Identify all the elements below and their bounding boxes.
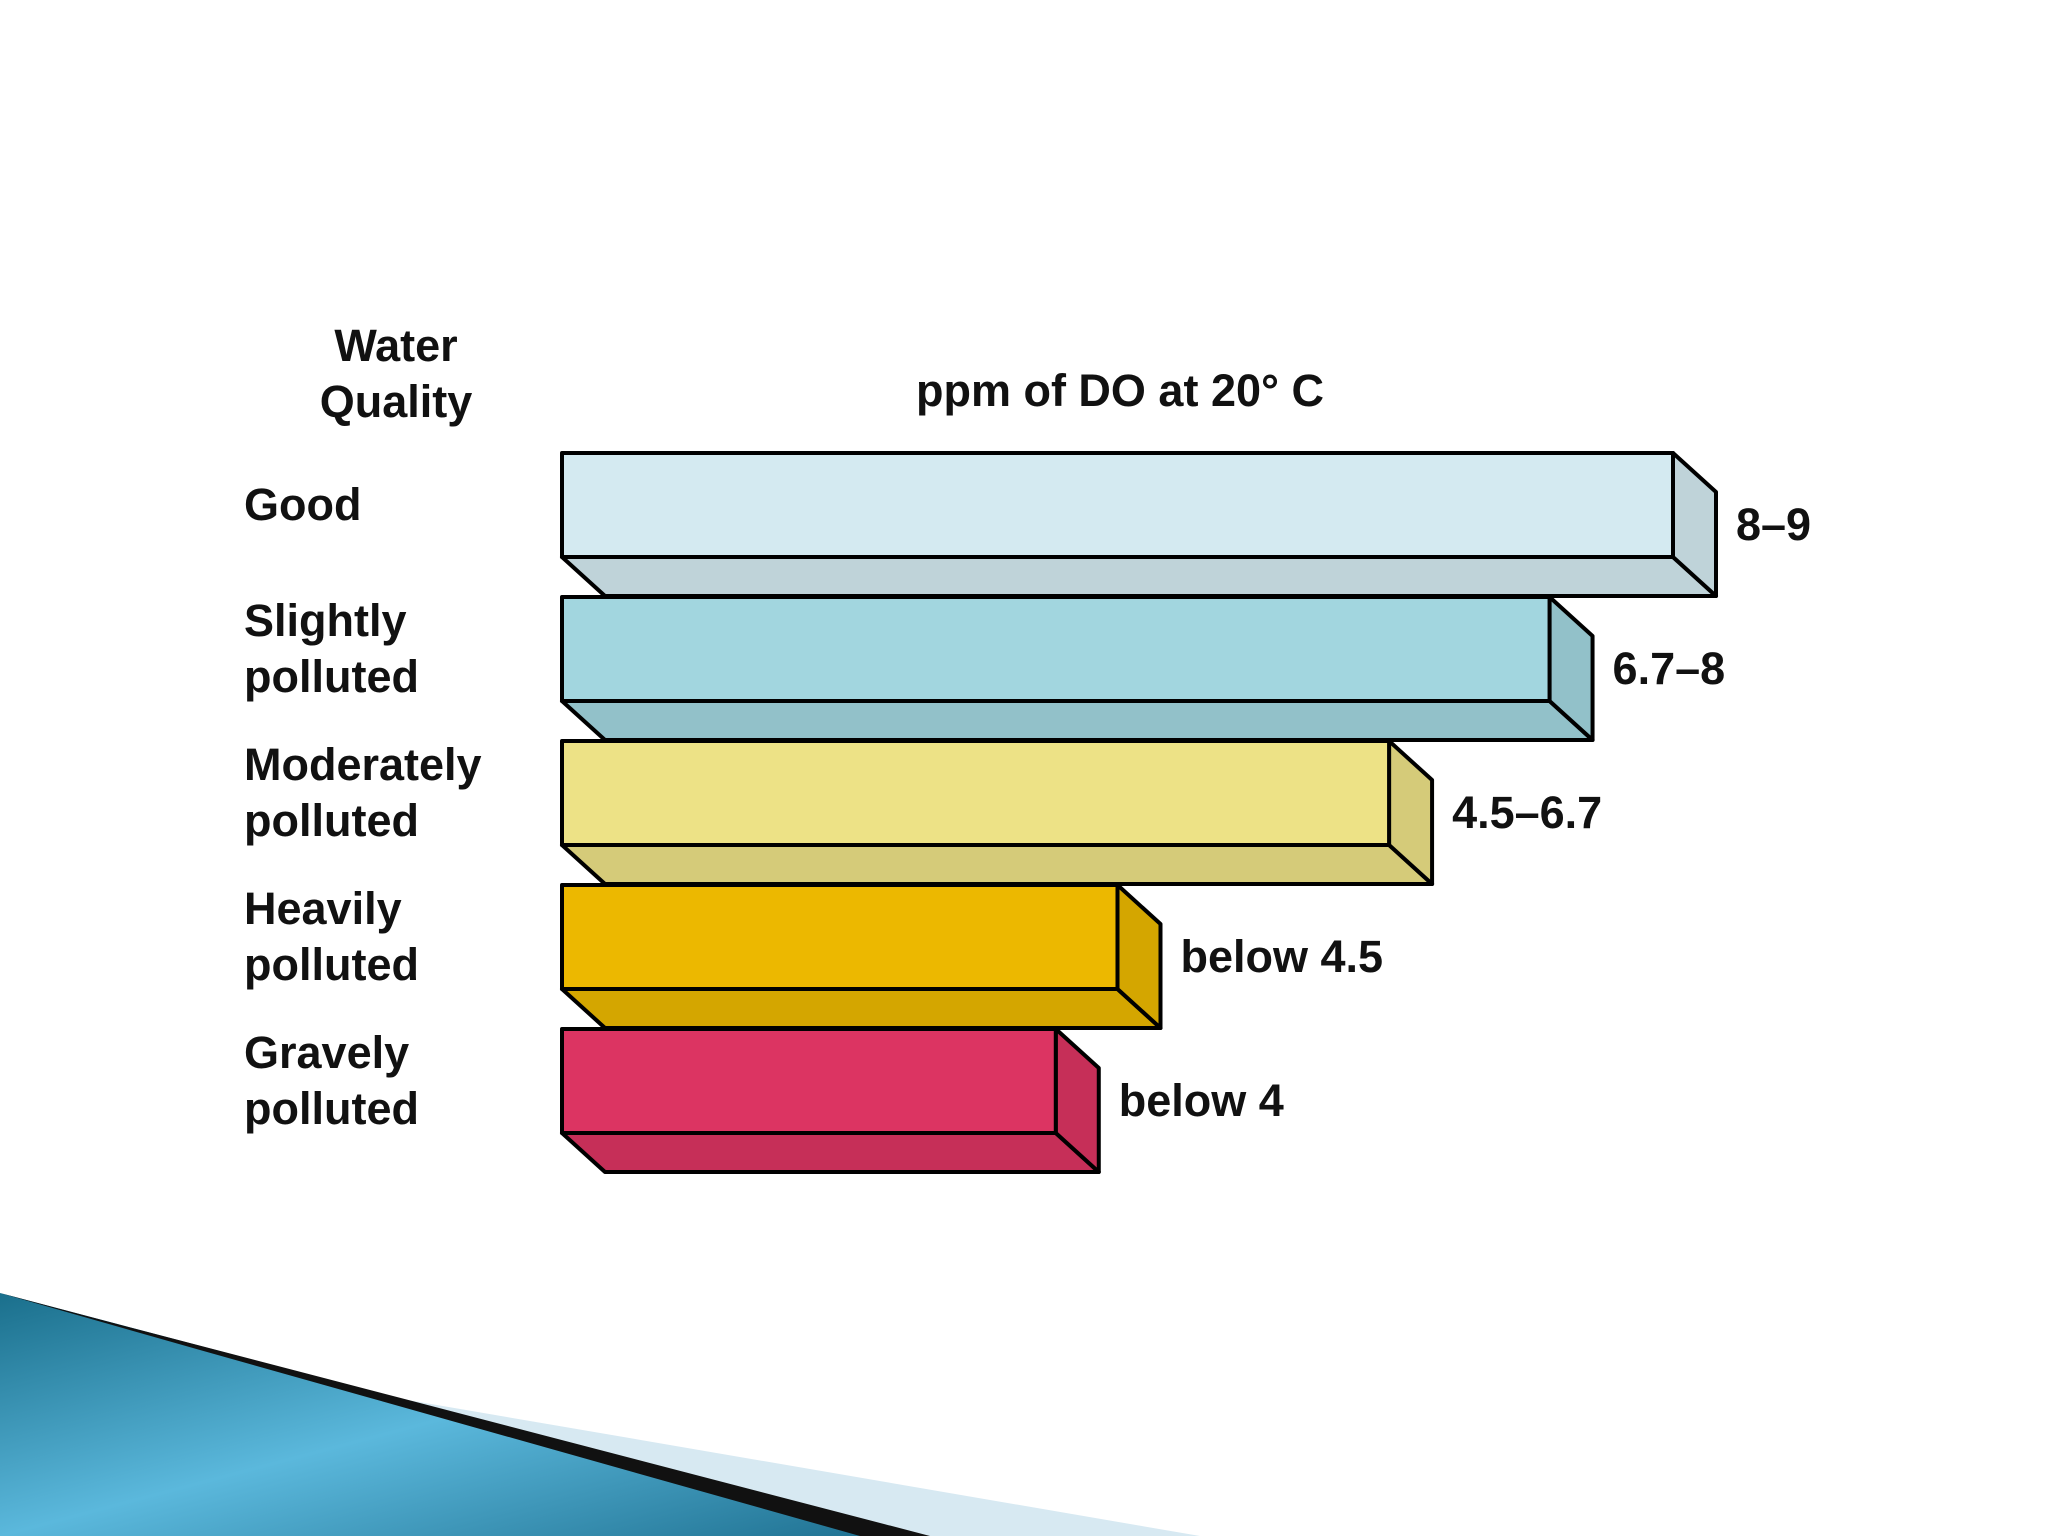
chart-title: ppm of DO at 20° C [915,365,1325,416]
bar [560,451,1675,559]
bar-bottom [560,699,1595,742]
value-label: 8–9 [1736,498,1812,550]
value-label: below 4 [1118,1074,1284,1126]
value-label: 6.7–8 [1612,642,1726,694]
bar-bottom [560,843,1435,886]
bar-bottom [560,1131,1101,1174]
category-label: Gravely polluted [244,1027,419,1134]
value-label: below 4.5 [1180,930,1384,982]
value-label: 4.5–6.7 [1452,786,1603,838]
category-axis-title: Water Quality [319,320,473,427]
bar [560,595,1552,703]
category-label: Good [244,479,362,530]
bar [560,883,1120,991]
category-label: Moderately polluted [244,739,482,846]
bar [560,739,1392,847]
category-label: Heavily polluted [244,883,419,990]
category-label: Slightly polluted [244,595,419,702]
bar-bottom [560,555,1718,598]
bar [560,1027,1058,1135]
bar-bottom [560,987,1163,1030]
